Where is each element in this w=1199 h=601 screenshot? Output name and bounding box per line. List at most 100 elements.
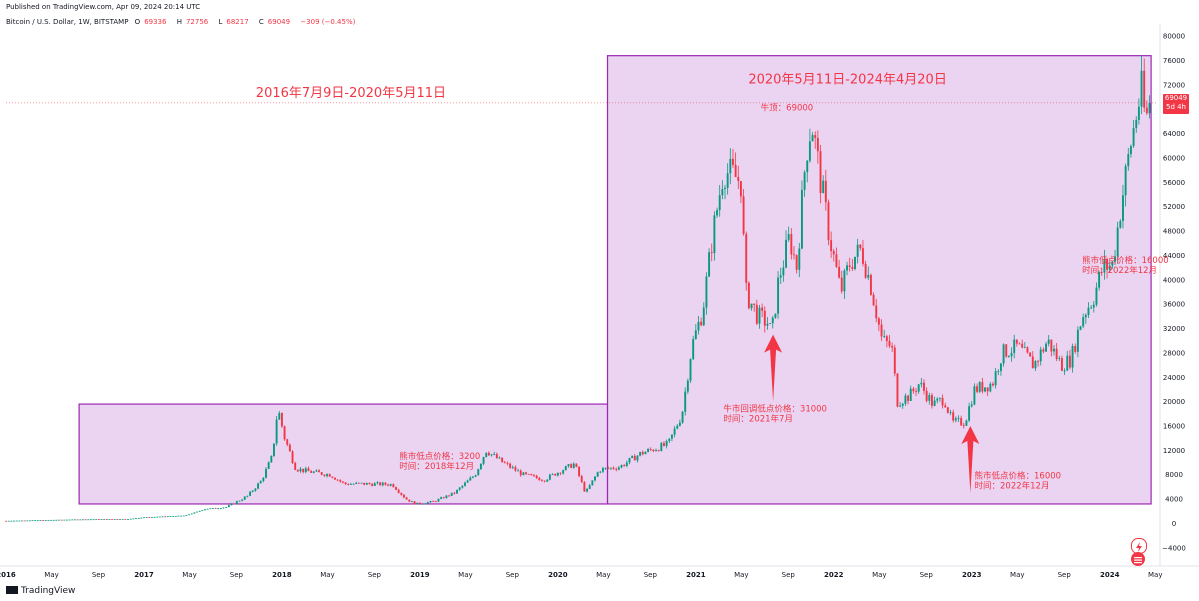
- candle-body: [1039, 349, 1042, 362]
- candle-body: [1063, 370, 1066, 372]
- candle-body: [999, 363, 1002, 372]
- candle-body: [978, 382, 981, 392]
- candle-body: [1092, 304, 1095, 308]
- candle-body: [105, 519, 108, 520]
- candle-body: [482, 457, 485, 464]
- candle-body: [631, 455, 634, 458]
- y-tick-label: 56000: [1163, 179, 1185, 187]
- y-tick-label: 12000: [1163, 447, 1185, 455]
- candle-body: [44, 520, 47, 521]
- candle-body: [795, 255, 798, 270]
- candle-body: [546, 479, 549, 482]
- ohlc-legend: Bitcoin / U.S. Dollar, 1W, BITSTAMP O 693…: [6, 18, 359, 26]
- last-price-tag: 69049 5d 4h: [1163, 94, 1189, 114]
- y-tick-label: −4000: [1162, 544, 1186, 552]
- candle-body: [912, 388, 915, 392]
- x-tick-label: 2023: [962, 571, 982, 579]
- candle-body: [219, 508, 222, 510]
- candle-body: [453, 492, 456, 494]
- candle-body: [426, 502, 429, 504]
- candle-body: [859, 244, 862, 249]
- candle-body: [20, 520, 23, 522]
- candle-body: [10, 520, 13, 522]
- candle-body: [609, 467, 612, 469]
- candle-body: [692, 339, 695, 360]
- candle-body: [790, 234, 793, 255]
- candle-body: [1122, 195, 1124, 221]
- candle-body: [304, 468, 307, 473]
- x-tick-label: May: [458, 571, 472, 579]
- candle-body: [387, 484, 390, 486]
- candle-body: [665, 440, 668, 446]
- candle-body: [846, 265, 849, 271]
- candle-body: [464, 482, 466, 486]
- candle-body: [1132, 128, 1135, 147]
- tradingview-logo[interactable]: TradingView: [6, 586, 75, 596]
- candle-body: [530, 474, 533, 476]
- candle-body: [233, 503, 236, 505]
- y-tick-label: 20000: [1163, 398, 1185, 406]
- last-price-value: 69049: [1164, 94, 1188, 102]
- candle-body: [965, 420, 968, 426]
- symbol-label[interactable]: Bitcoin / U.S. Dollar, 1W, BITSTAMP: [6, 18, 129, 26]
- candle-body: [559, 472, 562, 474]
- candle-body: [522, 472, 525, 476]
- candle-body: [456, 489, 458, 494]
- candle-body: [1053, 348, 1055, 352]
- candle-body: [1031, 356, 1034, 369]
- x-tick-label: May: [1148, 571, 1162, 579]
- candle-body: [893, 347, 896, 374]
- candle-body: [503, 462, 506, 464]
- candle-body: [1058, 358, 1061, 359]
- candle-body: [349, 484, 352, 485]
- candle-body: [655, 450, 657, 452]
- candle-body: [620, 465, 623, 468]
- candle-body: [124, 518, 127, 520]
- candle-body: [265, 468, 267, 478]
- candle-body: [862, 248, 864, 264]
- annotation-text: 牛顶：69000: [761, 102, 814, 113]
- candle-body: [397, 489, 400, 493]
- candle-body: [479, 463, 482, 470]
- candle-body: [280, 413, 283, 427]
- x-tick-label: May: [1010, 571, 1024, 579]
- candle-body: [320, 472, 323, 475]
- candle-body: [800, 189, 803, 249]
- candle-body: [97, 519, 100, 521]
- candle-body: [636, 455, 639, 461]
- us-flag-icon[interactable]: [1131, 552, 1145, 566]
- candle-body: [1140, 70, 1143, 107]
- candle-body: [628, 457, 631, 463]
- candle-body: [413, 501, 416, 505]
- candle-body: [875, 305, 878, 319]
- x-tick-label: Sep: [506, 571, 520, 579]
- range-box-2: [606, 55, 1152, 505]
- candle-body: [1066, 355, 1069, 371]
- candle-body: [450, 492, 453, 496]
- y-tick-label: 16000: [1163, 423, 1185, 431]
- candle-body: [363, 482, 366, 485]
- candle-body: [111, 519, 114, 520]
- candle-body: [344, 482, 347, 485]
- candle-body: [572, 463, 575, 468]
- y-tick-label: 0: [1172, 520, 1176, 528]
- candle-body: [920, 382, 923, 385]
- candle-body: [976, 386, 979, 392]
- candle-body: [930, 395, 933, 406]
- x-tick-label: May: [182, 571, 196, 579]
- candle-body: [190, 513, 193, 515]
- candle-body: [835, 254, 838, 267]
- candle-body: [753, 303, 756, 305]
- candle-body: [763, 310, 766, 326]
- candle-body: [1005, 344, 1008, 357]
- candle-body: [55, 519, 58, 521]
- annotation-text: 时间：2022年12月: [975, 480, 1050, 491]
- candle-body: [705, 276, 708, 308]
- candle-body: [74, 519, 76, 521]
- candle-body: [148, 517, 151, 518]
- candle-body: [262, 477, 265, 481]
- candle-body: [827, 202, 830, 241]
- candle-body: [533, 475, 535, 477]
- candle-body: [869, 274, 872, 295]
